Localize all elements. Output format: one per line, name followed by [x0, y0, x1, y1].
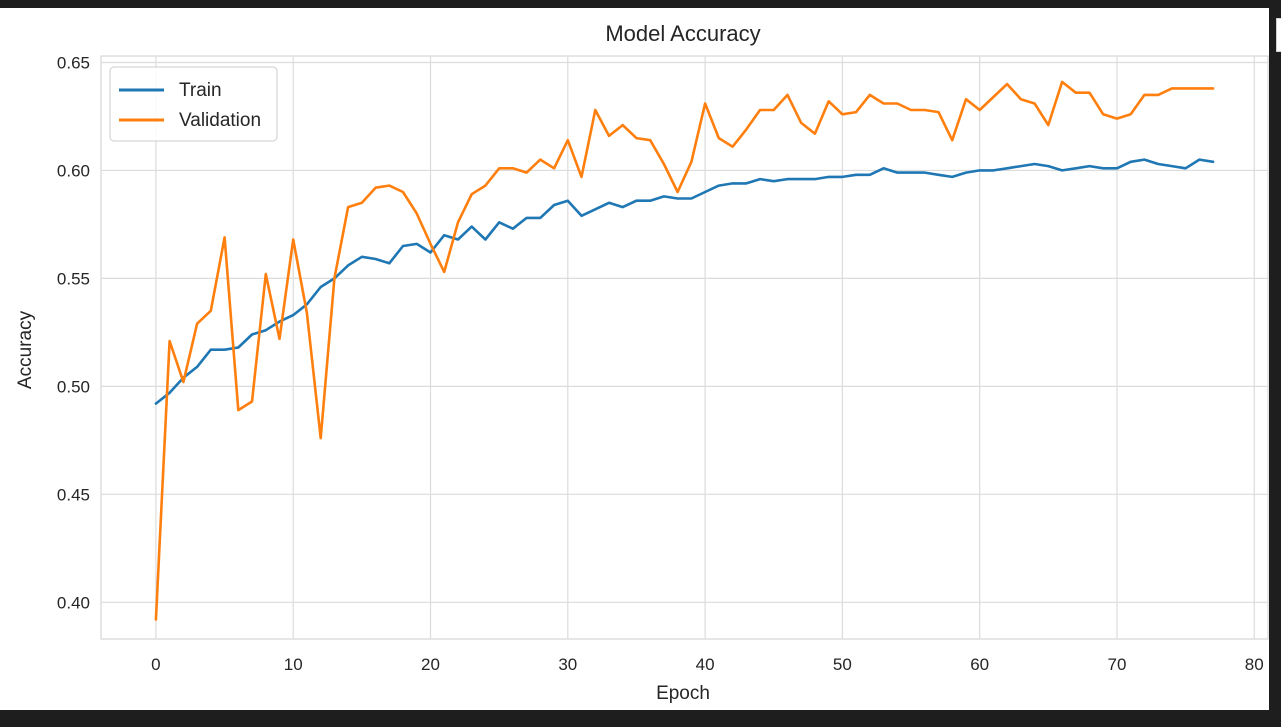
- chart-figure: 0 10 20 30 40 50 60 70 80 0.40 0.45 0.50 0.55 0.60 0.6…: [0, 8, 1269, 710]
- x-tick-label: 20: [421, 655, 440, 674]
- legend-box: [109, 66, 278, 142]
- x-tick-label: 40: [696, 655, 715, 674]
- x-axis-label: Epoch: [656, 683, 710, 704]
- series-line-train: [154, 158, 1215, 405]
- data-points-validation: [155, 81, 1214, 620]
- x-tick-label: 0: [151, 655, 160, 674]
- legend: Train Validation: [109, 66, 278, 142]
- window-edge-panel: [1276, 18, 1281, 52]
- grid-lines: [101, 56, 1268, 639]
- plot-area: [100, 55, 1269, 640]
- x-tick-label: 60: [970, 655, 989, 674]
- x-tick-label: 50: [833, 655, 852, 674]
- y-tick-label: 0.55: [57, 269, 90, 288]
- x-tick-label: 30: [558, 655, 577, 674]
- y-tick-label: 0.60: [57, 161, 90, 180]
- series-lines: [154, 80, 1215, 621]
- y-tick-label: 0.40: [57, 593, 90, 612]
- x-tick-label: 70: [1108, 655, 1127, 674]
- legend-label-train: Train: [179, 80, 222, 101]
- y-tick-label: 0.45: [57, 485, 90, 504]
- tick-labels: 0 10 20 30 40 50 60 70 80 0.40 0.45 0.50 0.55 0.60 0.6…: [57, 53, 1264, 674]
- y-tick-label: 0.50: [57, 377, 90, 396]
- accuracy-line-chart: 0 10 20 30 40 50 60 70 80 0.40 0.45 0.50 0.55 0.60 0.6…: [15, 21, 1269, 704]
- legend-label-validation: Validation: [179, 110, 261, 131]
- y-tick-label: 0.65: [57, 53, 90, 72]
- series-line-validation: [154, 80, 1215, 621]
- y-axis-label: Accuracy: [15, 310, 36, 389]
- chart-title: Model Accuracy: [605, 21, 760, 46]
- x-tick-label: 10: [284, 655, 303, 674]
- x-tick-label: 80: [1245, 655, 1264, 674]
